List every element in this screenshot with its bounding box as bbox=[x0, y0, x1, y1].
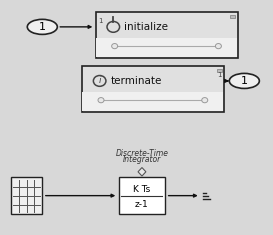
Ellipse shape bbox=[229, 73, 259, 88]
Circle shape bbox=[215, 43, 221, 49]
FancyBboxPatch shape bbox=[96, 12, 238, 58]
Text: terminate: terminate bbox=[111, 76, 162, 86]
Bar bbox=[217, 69, 222, 72]
Text: Integrator: Integrator bbox=[123, 155, 161, 164]
Polygon shape bbox=[138, 168, 146, 176]
Text: 1: 1 bbox=[241, 76, 248, 86]
Circle shape bbox=[112, 43, 118, 49]
Circle shape bbox=[98, 98, 104, 103]
Text: K Ts: K Ts bbox=[133, 185, 151, 194]
Ellipse shape bbox=[27, 19, 57, 34]
Bar bbox=[11, 177, 42, 214]
Bar bbox=[230, 15, 235, 18]
Bar bbox=[82, 92, 223, 111]
Text: 1: 1 bbox=[217, 72, 222, 78]
Text: Discrete-Time: Discrete-Time bbox=[115, 149, 168, 158]
Text: initialize: initialize bbox=[124, 22, 168, 32]
Text: 1: 1 bbox=[39, 22, 46, 32]
Text: i: i bbox=[98, 76, 101, 85]
FancyBboxPatch shape bbox=[82, 66, 224, 112]
Bar bbox=[119, 177, 165, 214]
Text: 1: 1 bbox=[98, 18, 102, 24]
Bar bbox=[96, 38, 237, 57]
Circle shape bbox=[202, 98, 208, 103]
Text: z-1: z-1 bbox=[135, 200, 149, 209]
